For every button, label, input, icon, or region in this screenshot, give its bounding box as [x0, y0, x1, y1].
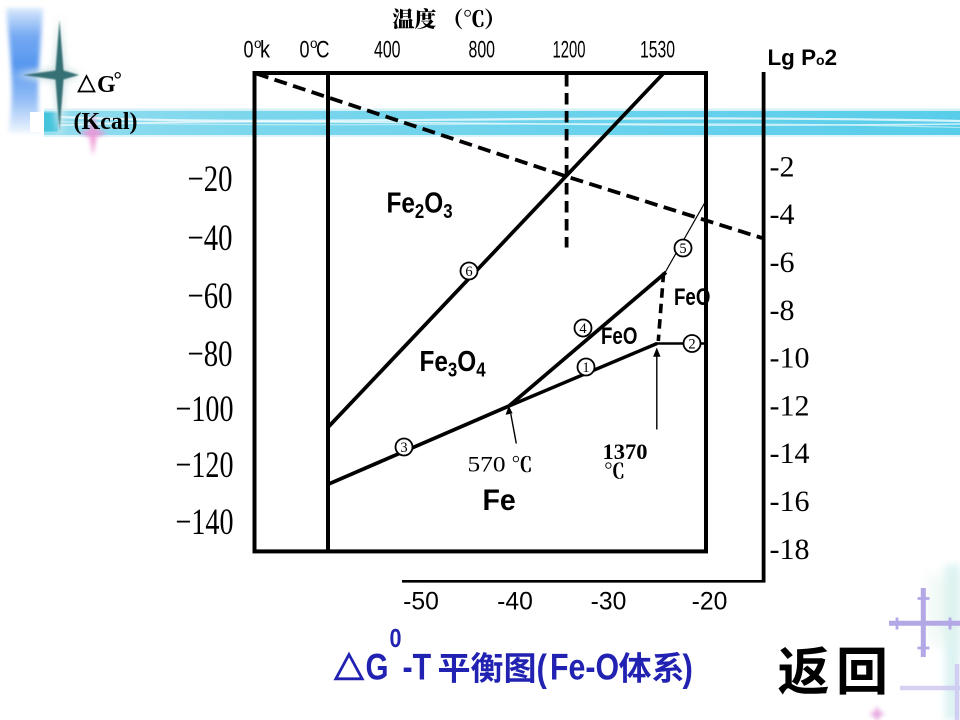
svg-text:-50: -50: [403, 589, 439, 616]
svg-text:-4: -4: [770, 198, 795, 231]
svg-text:−40: −40: [188, 218, 233, 259]
svg-text:o: o: [254, 36, 262, 51]
svg-text:-T: -T: [403, 647, 432, 689]
svg-text:6: 6: [465, 264, 472, 280]
svg-text:0: 0: [244, 37, 254, 64]
svg-text:400: 400: [374, 37, 401, 64]
svg-text:0: 0: [300, 37, 310, 64]
svg-text:4: 4: [579, 321, 587, 337]
svg-text:-20: -20: [692, 589, 728, 616]
svg-text:−100: −100: [176, 389, 234, 430]
svg-text:1370: 1370: [603, 439, 648, 464]
svg-text:−60: −60: [188, 276, 233, 317]
svg-text:Fe2O3: Fe2O3: [387, 187, 453, 223]
svg-text:Fe3O4: Fe3O4: [420, 345, 487, 381]
svg-text:FeO: FeO: [674, 284, 710, 311]
svg-text:-6: -6: [770, 246, 795, 279]
svg-text:Fe-O: Fe-O: [550, 647, 619, 689]
svg-text:−80: −80: [188, 334, 233, 375]
svg-text:−140: −140: [176, 502, 234, 543]
svg-text:k: k: [260, 37, 271, 64]
svg-text:-8: -8: [770, 294, 795, 327]
svg-text:-40: -40: [497, 589, 533, 616]
svg-text:-10: -10: [770, 341, 810, 374]
svg-text:570: 570: [468, 452, 506, 477]
svg-text:-30: -30: [591, 589, 627, 616]
svg-text:(Kcal): (Kcal): [74, 109, 138, 135]
svg-text:-12: -12: [770, 389, 810, 422]
svg-text:C: C: [316, 37, 330, 64]
svg-text:2: 2: [688, 337, 695, 353]
svg-text:-16: -16: [770, 485, 810, 518]
svg-text:G: G: [97, 72, 116, 98]
svg-text:1530: 1530: [640, 37, 675, 64]
svg-text:-14: -14: [770, 437, 810, 470]
svg-text:-18: -18: [770, 533, 810, 566]
svg-text:): ): [683, 648, 693, 690]
svg-text:-2: -2: [770, 150, 795, 183]
svg-text:1200: 1200: [553, 37, 586, 64]
svg-text:°: °: [114, 67, 122, 91]
svg-text:1: 1: [582, 360, 589, 376]
svg-text:−20: −20: [188, 159, 233, 200]
svg-text:0: 0: [390, 624, 402, 653]
svg-text:5: 5: [679, 241, 686, 257]
svg-text:3: 3: [400, 440, 407, 456]
svg-text:Fe: Fe: [483, 484, 516, 517]
svg-text:o: o: [310, 36, 318, 51]
svg-text:FeO: FeO: [601, 323, 637, 350]
svg-text:(: (: [537, 648, 548, 690]
svg-text:Lg Po2: Lg Po2: [768, 45, 838, 70]
svg-text:−120: −120: [176, 445, 234, 486]
svg-text:800: 800: [469, 37, 496, 64]
svg-text:G: G: [366, 647, 389, 688]
